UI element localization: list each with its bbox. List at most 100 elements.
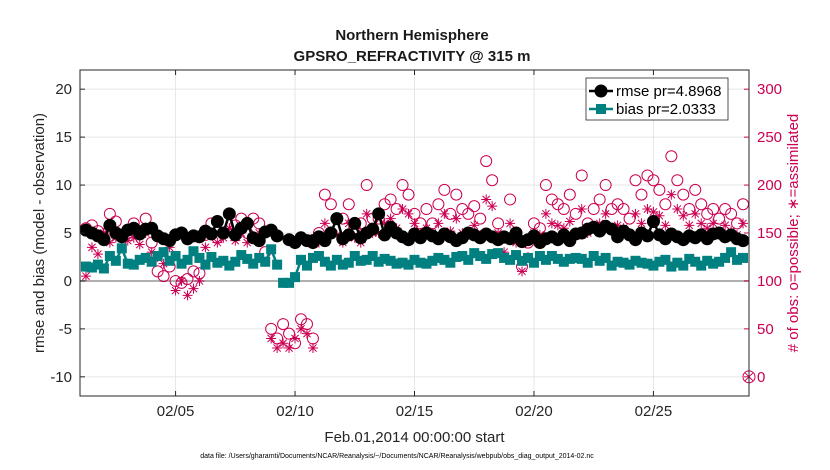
rmse-point <box>324 226 338 240</box>
obs-assimilated-point <box>290 333 301 344</box>
obs-possible-point <box>635 188 648 201</box>
bias-point <box>284 277 295 288</box>
bias-point <box>678 260 689 271</box>
y-left-tick-label: 10 <box>55 177 72 194</box>
obs-possible-point <box>462 207 475 220</box>
obs-assimilated-point <box>80 271 91 282</box>
obs-assimilated-point <box>678 210 689 221</box>
obs-assimilated-point <box>696 218 707 229</box>
bias-point <box>152 251 163 262</box>
bias-point <box>481 253 492 264</box>
obs-assimilated-point <box>104 237 115 248</box>
bias-point <box>415 257 426 268</box>
obs-assimilated-point <box>385 213 396 224</box>
bias-point <box>552 253 563 264</box>
legend-label: bias pr=2.0333 <box>616 101 716 118</box>
obs-assimilated-point <box>212 237 223 248</box>
rmse-series-layer <box>79 207 750 250</box>
bias-point <box>654 256 665 267</box>
obs-possible-point <box>360 179 373 192</box>
obs-possible-point <box>187 265 200 278</box>
obs-assimilated-point <box>200 242 211 253</box>
bias-point <box>313 251 324 262</box>
bias-point <box>158 247 169 258</box>
bias-point <box>170 251 181 262</box>
y-left-tick-label: 5 <box>64 225 72 242</box>
bias-point <box>116 243 127 254</box>
obs-assimilated-point <box>720 220 731 231</box>
obs-assimilated-point <box>86 242 97 253</box>
obs-possible-point <box>474 212 487 225</box>
bias-point <box>600 252 611 263</box>
bias-point <box>290 272 301 283</box>
bias-point <box>540 254 551 265</box>
rmse-point <box>204 227 218 241</box>
y-left-tick-label: -5 <box>59 321 72 338</box>
obs-possible-point <box>617 203 630 216</box>
bias-point <box>714 256 725 267</box>
obs-possible-point <box>486 174 499 187</box>
bias-point <box>254 252 265 263</box>
bias-point <box>534 251 545 262</box>
obs-possible-point <box>151 265 164 278</box>
bias-point <box>182 254 193 265</box>
obs-possible-point <box>701 207 714 220</box>
y-right-tick-label: 300 <box>757 81 782 98</box>
y-right-tick-label: 150 <box>757 225 782 242</box>
obs-possible-point <box>647 174 660 187</box>
obs-possible-point <box>277 318 290 331</box>
obs-possible-point <box>707 203 720 216</box>
bias-point <box>361 254 372 265</box>
bias-point <box>319 256 330 267</box>
obs-assimilated-point <box>564 216 575 227</box>
chart-title-line2: GPSRO_REFRACTIVITY @ 315 m <box>294 48 531 65</box>
bias-point <box>343 257 354 268</box>
obs-assimilated-point <box>403 208 414 219</box>
bias-point <box>355 255 366 266</box>
obs-assimilated-point <box>272 343 283 354</box>
obs-assimilated-point <box>672 204 683 215</box>
obs-assimilated-point <box>702 223 713 234</box>
obs-assimilated-point <box>540 208 551 219</box>
obs-assimilated-point <box>284 343 295 354</box>
y-left-tick-label: 20 <box>55 81 72 98</box>
obs-assimilated-point <box>690 208 701 219</box>
obs-assimilated-point <box>666 189 677 200</box>
x-axis-label: Feb.01,2014 00:00:00 start <box>324 429 505 446</box>
y-right-tick-label: 50 <box>757 321 774 338</box>
obs-assimilated-point <box>92 249 103 260</box>
bias-point <box>373 256 384 267</box>
obs-assimilated-point <box>481 194 492 205</box>
rmse-point <box>342 228 356 242</box>
rmse-point <box>348 216 362 230</box>
obs-possible-point <box>629 174 642 187</box>
bias-point <box>230 256 241 267</box>
data-file-footnote: data file: /Users/gharamti/Documents/NCA… <box>200 453 594 460</box>
obs-possible-point <box>378 198 391 211</box>
bias-point <box>409 254 420 265</box>
bias-point <box>505 254 516 265</box>
obs-possible-point <box>504 193 517 206</box>
obs-assimilated-point <box>493 228 504 238</box>
bias-point <box>475 251 486 262</box>
obs-possible-point <box>539 179 552 192</box>
bias-point <box>122 258 133 269</box>
bias-point <box>690 256 701 267</box>
bias-point <box>630 255 641 266</box>
obs-assimilated-point <box>164 242 175 253</box>
obs-possible-point <box>480 155 493 168</box>
bias-point <box>331 254 342 265</box>
obs-assimilated-point <box>361 208 372 219</box>
obs-possible-point <box>342 198 355 211</box>
bias-point <box>582 257 593 268</box>
bias-point <box>427 255 438 266</box>
obs-possible-point <box>551 198 564 211</box>
bias-point <box>684 253 695 264</box>
x-tick-label: 02/05 <box>157 403 195 420</box>
bias-point <box>451 251 462 262</box>
bias-point <box>594 255 605 266</box>
obs-possible-point <box>545 193 558 206</box>
bias-point <box>720 252 731 263</box>
obs-possible-point <box>641 169 654 182</box>
